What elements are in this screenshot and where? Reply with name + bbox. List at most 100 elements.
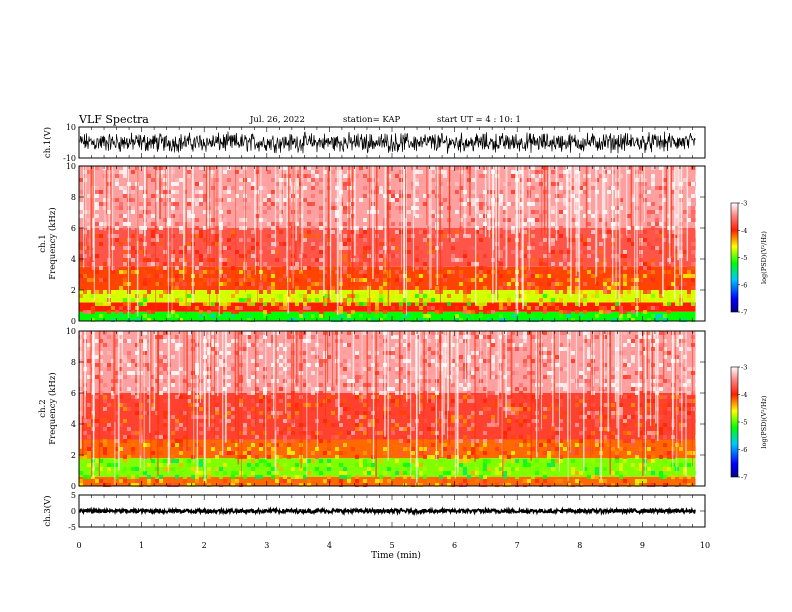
ch1-spec-cell	[451, 270, 455, 274]
ch1-spec-cell	[227, 238, 231, 242]
ch2-spec-cell	[135, 395, 139, 399]
ch1-spec-cell	[559, 250, 563, 254]
ch2-spec-cell	[339, 451, 343, 455]
ch1-spec-cell	[143, 298, 147, 302]
ch1-spec-cell	[659, 262, 663, 266]
ch2-spec-cell	[219, 351, 223, 355]
ch2-spec-cell	[471, 447, 475, 451]
ch1-spec-cell	[499, 178, 503, 182]
ch1-spec-cell	[223, 206, 227, 210]
ch2-spec-cell	[231, 467, 235, 471]
ch2-spec-cell	[95, 363, 99, 367]
ch2-spec-cell	[103, 439, 107, 443]
ch2-spec-cell	[171, 415, 175, 419]
ch2-spec-cell	[419, 375, 423, 379]
ch2-spec-cell	[691, 459, 695, 463]
ch1-spec-cell	[239, 298, 243, 302]
ch1-spec-cell	[539, 242, 543, 246]
ch2-spec-cell	[667, 399, 671, 403]
ch2-spec-cell	[579, 471, 583, 475]
ch1-spec-cell	[203, 194, 207, 198]
ch2-spec-cell	[643, 479, 647, 483]
ch2-spec-cell	[159, 379, 163, 383]
ch2-spec-cell	[679, 363, 683, 367]
ch2-spec-cell	[619, 407, 623, 411]
ch2-spec-cell	[531, 407, 535, 411]
ch2-spec-cell	[155, 371, 159, 375]
ch2-spec-cell	[423, 335, 427, 339]
ch1-spec-cell	[251, 266, 255, 270]
ch1-spec-cell	[599, 262, 603, 266]
ch2-spec-cell	[351, 431, 355, 435]
ch2-spec-cell	[547, 443, 551, 447]
ch2-spec-cell	[103, 427, 107, 431]
ch1-spec-cell	[619, 270, 623, 274]
ch1-spec-cell	[427, 238, 431, 242]
ch1-spec-cell	[423, 314, 427, 318]
ch1-spec-cell	[79, 254, 83, 258]
ch2-spec-cell	[163, 459, 167, 463]
ch2-spec-cell	[639, 467, 643, 471]
ch2-spec-cell	[691, 395, 695, 399]
ch1-spec-cell	[211, 258, 215, 262]
ch2-spec-cell	[527, 479, 531, 483]
ch2-spec-cell	[411, 371, 415, 375]
ch1-spec-cell	[307, 278, 311, 282]
ch1-spec-cell	[79, 214, 83, 218]
ch2-spec-cell	[547, 455, 551, 459]
ch2-spec-cell	[483, 343, 487, 347]
ch1-spec-cell	[271, 298, 275, 302]
ch2-spec-cell	[551, 463, 555, 467]
ch1-spec-cell	[639, 270, 643, 274]
ch2-spec-cell	[131, 451, 135, 455]
ch1-spec-cell	[671, 206, 675, 210]
ch1-spec-ytick-label: 8	[71, 193, 76, 202]
ch2-spec-cell	[647, 399, 651, 403]
ch2-spec-cell	[367, 351, 371, 355]
ch1-spec-cell	[263, 310, 267, 314]
ch1-spec-cell	[671, 234, 675, 238]
ch1-spec-cell	[355, 174, 359, 178]
ch1-spec-cell	[223, 274, 227, 278]
ch1-spec-cell	[411, 318, 415, 322]
ch1-spec-cell	[551, 166, 555, 170]
ch1-spec-cell	[399, 178, 403, 182]
ch2-spec-cell	[443, 411, 447, 415]
ch2-spec-cell	[515, 459, 519, 463]
ch2-spec-cell	[575, 443, 579, 447]
ch1-spec-cell	[535, 178, 539, 182]
ch2-spec-cell	[627, 483, 631, 487]
ch1-spec-cell	[691, 210, 695, 214]
ch1-spec-cell	[107, 302, 111, 306]
ch1-spec-cell	[127, 182, 131, 186]
ch1-spec-cell	[363, 270, 367, 274]
ch1-spec-cell	[335, 318, 339, 322]
ch2-spec-cell	[283, 435, 287, 439]
ch1-spec-cell	[267, 266, 271, 270]
ch2-spec-cell	[179, 463, 183, 467]
ch1-spec-cell	[683, 250, 687, 254]
ch2-spec-cell	[523, 415, 527, 419]
ch1-spec-cell	[367, 282, 371, 286]
ch2-spec-cell	[631, 403, 635, 407]
ch2-spec-cell	[235, 451, 239, 455]
ch2-spec-cell	[267, 383, 271, 387]
ch2-spec-cell	[435, 335, 439, 339]
ch2-spec-cell	[491, 403, 495, 407]
ch2-spec-cell	[387, 411, 391, 415]
ch1-spec-cell	[647, 294, 651, 298]
ch2-spec-cell	[159, 463, 163, 467]
ch2-spec-cell	[243, 459, 247, 463]
ch2-spec-cell	[315, 455, 319, 459]
ch2-spec-cell	[403, 359, 407, 363]
ch1-spec-cell	[379, 238, 383, 242]
ch1-spec-cell	[175, 190, 179, 194]
ch1-spec-cell	[451, 246, 455, 250]
ch2-spec-cell	[515, 415, 519, 419]
ch1-spec-cell	[315, 174, 319, 178]
ch2-spec-cell	[531, 379, 535, 383]
ch2-spec-cell	[99, 443, 103, 447]
ch1-spec-cell	[563, 190, 567, 194]
ch1-spec-cell	[207, 278, 211, 282]
ch1-spec-cell	[295, 170, 299, 174]
